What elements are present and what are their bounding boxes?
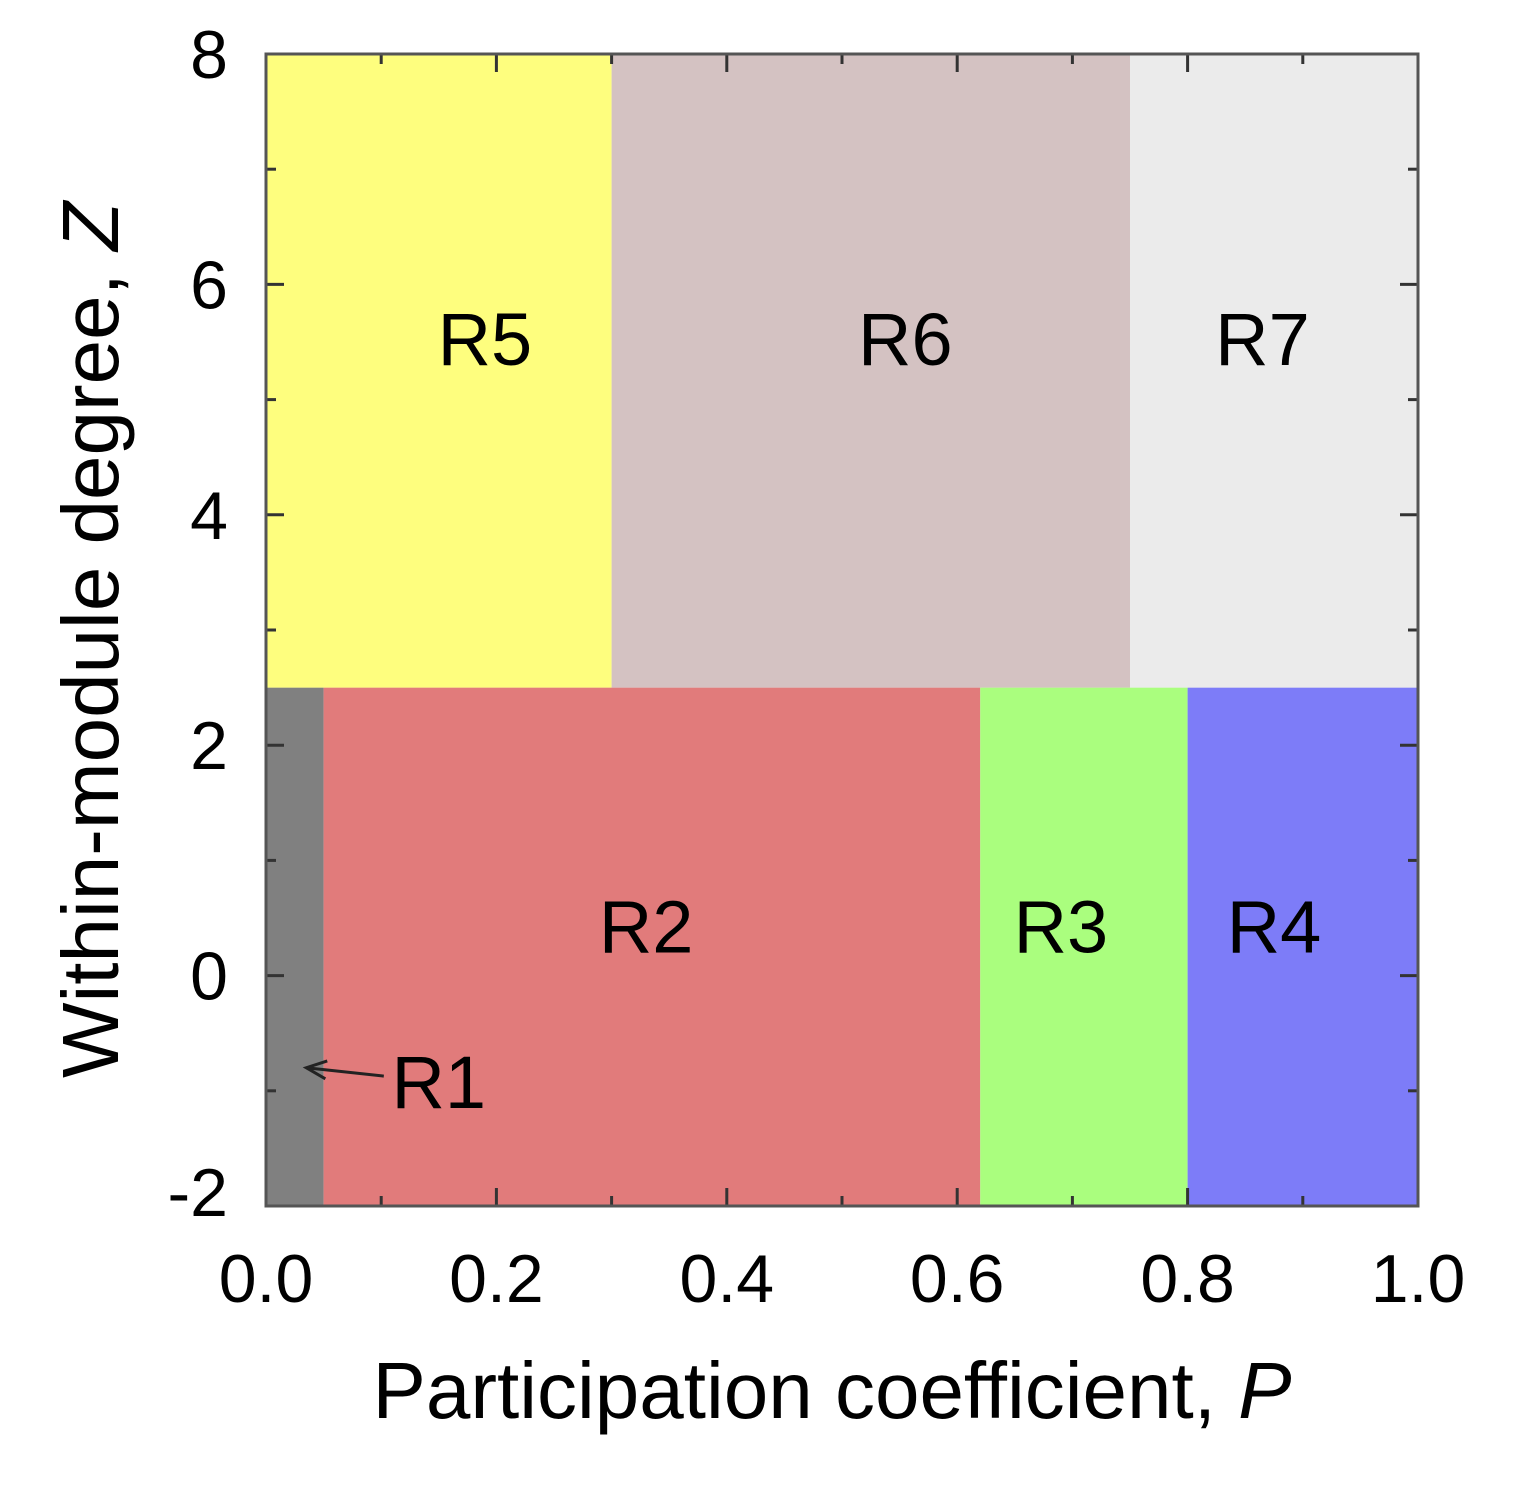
region-label-r5: R5 xyxy=(438,298,533,381)
region-r1-pointer-line xyxy=(306,1066,384,1078)
region-r3 xyxy=(980,687,1188,1206)
region-r4 xyxy=(1187,687,1418,1206)
y-tick-label: -2 xyxy=(168,1155,228,1231)
region-label-r4: R4 xyxy=(1227,886,1322,969)
region-r1 xyxy=(266,687,324,1206)
y-tick-label: 4 xyxy=(190,478,228,554)
x-axis-title: Participation coefficient, P xyxy=(372,1346,1291,1435)
y-tick-label: 6 xyxy=(190,247,228,323)
regions-layer xyxy=(266,54,1418,1206)
region-r5 xyxy=(266,54,612,688)
x-tick-label: 1.0 xyxy=(1371,1241,1466,1317)
tick-labels-layer: 0.0 0.2 0.4 0.6 0.8 1.0 -2 0 2 4 6 8 xyxy=(168,17,1466,1317)
region-label-r1: R1 xyxy=(391,1041,486,1124)
region-r7 xyxy=(1130,54,1418,688)
region-label-r3: R3 xyxy=(1014,886,1109,969)
region-label-r2: R2 xyxy=(599,886,694,969)
region-label-r7: R7 xyxy=(1215,298,1310,381)
region-r1-arrowhead xyxy=(302,1059,328,1081)
plot-frame xyxy=(264,52,1420,1208)
y-tick-label: 0 xyxy=(190,939,228,1015)
x-tick-label: 0.4 xyxy=(680,1241,775,1317)
region-labels-layer: R1 R2 R3 R4 R5 R6 R7 xyxy=(302,298,1322,1124)
region-r6 xyxy=(611,54,1130,688)
x-tick-label: 0.2 xyxy=(449,1241,544,1317)
region-label-r6: R6 xyxy=(858,298,953,381)
x-tick-label: 0.0 xyxy=(219,1241,314,1317)
x-tick-label: 0.6 xyxy=(910,1241,1005,1317)
y-tick-label: 2 xyxy=(190,708,228,784)
x-tick-label: 0.8 xyxy=(1140,1241,1235,1317)
y-tick-label: 8 xyxy=(190,17,228,93)
y-axis-title: Within-module degree, Z xyxy=(46,199,135,1078)
region-r2 xyxy=(323,687,981,1206)
